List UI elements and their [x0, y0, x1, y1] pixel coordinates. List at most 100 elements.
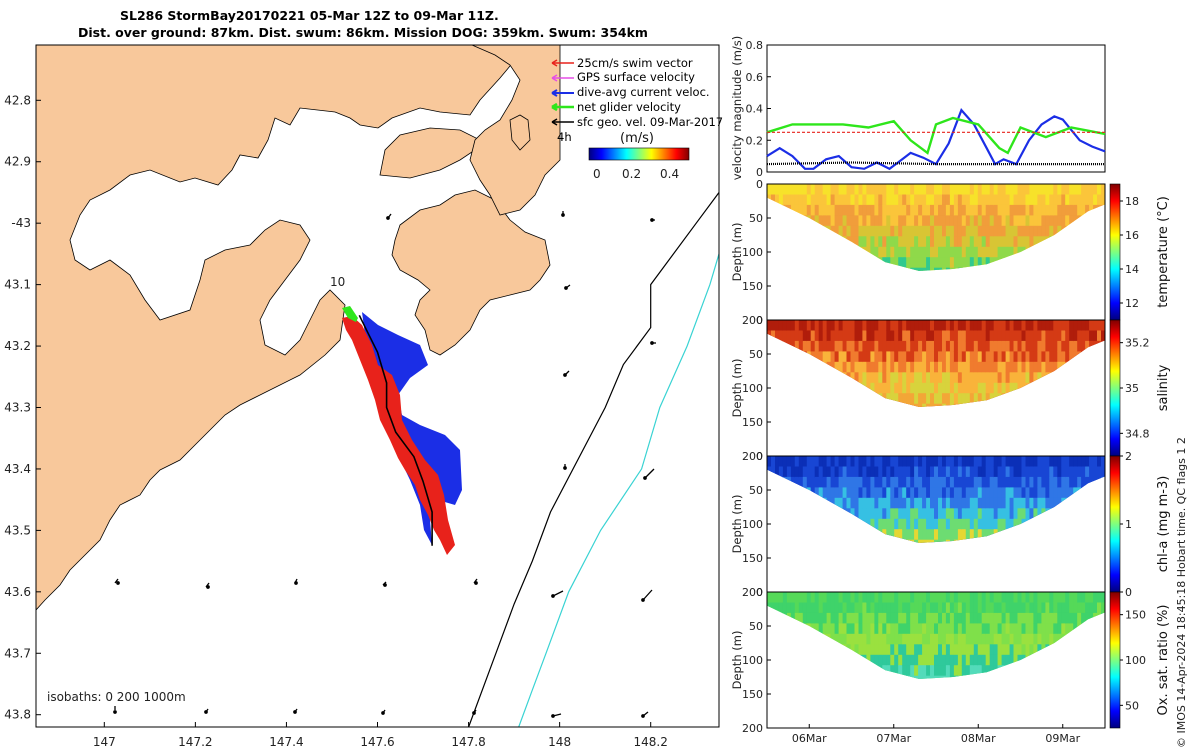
section-cell [989, 654, 995, 666]
section-cell [842, 487, 848, 499]
section-cell [977, 184, 983, 195]
section-cell [938, 236, 943, 248]
section-cell [969, 654, 975, 666]
section-cell [949, 246, 955, 258]
section-cell [1097, 602, 1102, 614]
section-cell [1061, 351, 1066, 363]
section-cell [1045, 225, 1050, 237]
section-cell [802, 602, 808, 614]
section-cell [934, 320, 939, 331]
section-cell [1013, 633, 1018, 645]
section-cell [957, 361, 963, 373]
section-cell [838, 320, 844, 331]
section-cell [1013, 330, 1018, 342]
section-cell [870, 623, 875, 635]
section-cell [993, 382, 999, 394]
section-cell [1085, 204, 1090, 216]
section-cell [965, 184, 971, 195]
section-cell [1029, 592, 1034, 603]
section-cell [1033, 340, 1038, 352]
section-cell [1021, 456, 1026, 467]
section-cell [866, 330, 871, 342]
section-cell [786, 194, 792, 206]
section-cell [1025, 204, 1030, 216]
section-cell [918, 215, 923, 227]
section-cell [910, 518, 915, 530]
section-cell [977, 215, 983, 227]
section-cell [1077, 602, 1082, 614]
section-cell [854, 612, 859, 624]
section-cell [786, 320, 792, 331]
section-cell [1081, 340, 1086, 352]
section-cell [981, 204, 987, 216]
section-cell [1061, 592, 1066, 603]
section-cell [886, 518, 891, 530]
section-cell [918, 351, 923, 363]
section-cell [997, 215, 1003, 227]
section-cell [846, 194, 851, 206]
section-cell [977, 320, 983, 331]
section-cell [886, 654, 891, 666]
section-cell [910, 340, 915, 352]
section-cell [957, 529, 963, 541]
section-cell [985, 633, 991, 645]
section-cell [874, 654, 879, 666]
section-cell [1025, 456, 1030, 467]
section-cell [894, 340, 899, 352]
section-cell [850, 361, 855, 373]
section-cell [973, 508, 979, 520]
section-cell [973, 612, 979, 624]
section-cell [926, 403, 931, 407]
section-cell [906, 487, 911, 499]
section-cell [898, 476, 903, 488]
section-cell [961, 257, 967, 269]
section-cell [961, 654, 967, 666]
section-cell [918, 382, 923, 394]
section-cell [965, 612, 971, 624]
section-cell [878, 497, 883, 509]
section-cell [965, 330, 971, 342]
section-cell [818, 184, 824, 195]
section-cell [942, 225, 947, 237]
section-cell [842, 456, 848, 467]
section-cell [993, 497, 999, 509]
section-cell [957, 592, 963, 603]
section-cell [894, 236, 899, 248]
section-cell [957, 466, 963, 478]
section-cell [1045, 466, 1050, 478]
section-cell [942, 403, 947, 407]
section-cell [1077, 592, 1082, 603]
section-cell [934, 361, 939, 373]
section-cell [934, 497, 939, 509]
section-cell [973, 361, 979, 373]
section-cell [942, 644, 947, 656]
section-cell [902, 320, 907, 331]
section-cell [957, 633, 963, 645]
section-cell [1037, 592, 1042, 603]
section-cell [1025, 372, 1030, 384]
section-cell [1025, 351, 1030, 363]
section-cell [890, 184, 895, 195]
section-cell [838, 497, 844, 509]
section-cell [1049, 633, 1054, 645]
section-cell [1001, 382, 1007, 394]
section-cell [993, 340, 999, 352]
section-cell [842, 330, 848, 342]
section-cell [866, 351, 871, 363]
section-cell [957, 623, 963, 635]
section-cell [965, 592, 971, 603]
section-cell [886, 602, 891, 614]
section-cell [926, 225, 931, 237]
section-ytick-label: 100 [742, 382, 763, 395]
map-ytick-label: 43.5 [4, 523, 31, 537]
section-cell [1041, 612, 1046, 624]
section-cell [902, 351, 907, 363]
section-cell [973, 529, 979, 541]
section-cell [874, 592, 879, 603]
section-cell [894, 476, 899, 488]
section-cell [914, 466, 919, 478]
legend-colorbar-tick: 0 [593, 167, 601, 181]
section-cell [1005, 476, 1011, 488]
section-cell [894, 665, 899, 677]
section-cell [1077, 612, 1082, 624]
